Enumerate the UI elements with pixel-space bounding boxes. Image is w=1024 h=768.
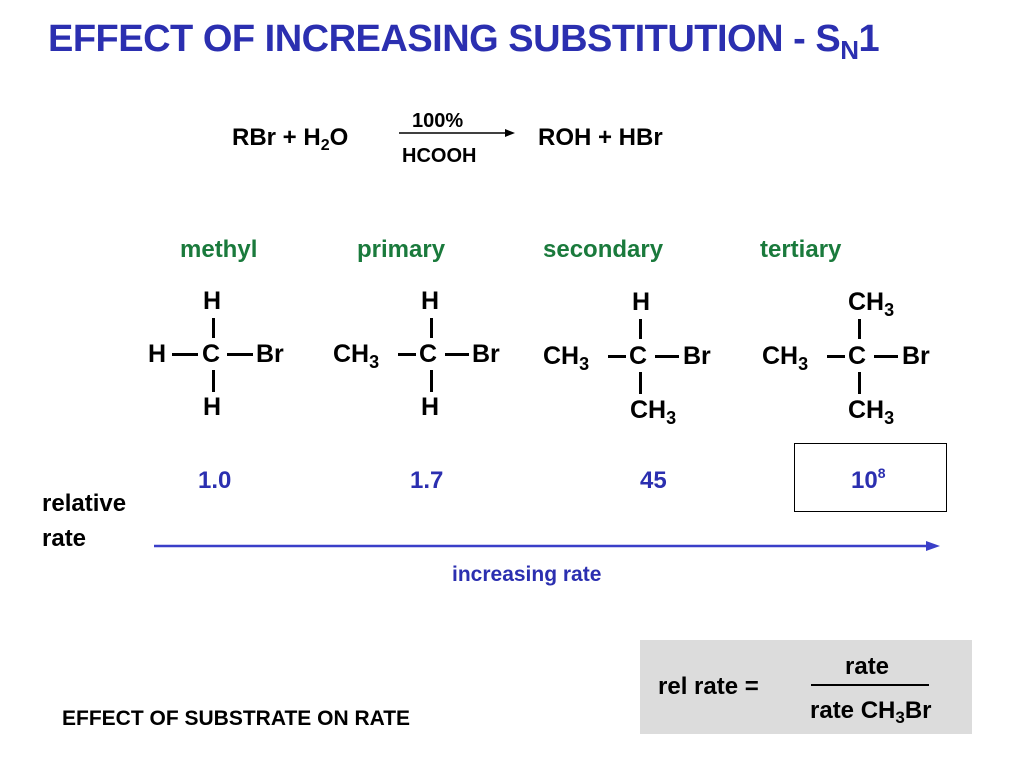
formula-box [640, 640, 972, 734]
category-secondary: secondary [543, 236, 664, 263]
tertiary-bond-right [874, 355, 898, 358]
title-tail: 1 [858, 18, 880, 60]
reactant-rbr-water: RBr + H [232, 124, 321, 151]
methyl-h-left: H [148, 340, 167, 368]
condition-below: HCOOH [402, 145, 477, 167]
rate-tertiary: 108 [851, 465, 886, 494]
primary-br: Br [472, 340, 500, 368]
primary-h-bottom: H [421, 393, 440, 421]
methyl-bond-bottom [212, 370, 215, 392]
methyl-c: C [202, 340, 221, 368]
tertiary-br: Br [902, 342, 930, 370]
methyl-h-top: H [203, 287, 222, 315]
tertiary-bond-bottom [858, 372, 861, 394]
secondary-br: Br [683, 342, 711, 370]
tertiary-bond-left [827, 355, 845, 358]
category-tertiary: tertiary [760, 236, 842, 263]
increasing-rate-label: increasing rate [452, 563, 602, 586]
primary-c: C [419, 340, 438, 368]
methyl-bond-right [227, 353, 253, 356]
rate-primary: 1.7 [410, 467, 444, 494]
fraction-bar [811, 684, 929, 686]
relative-rate-label-line1: relative [42, 490, 127, 517]
primary-bond-left [398, 353, 416, 356]
category-primary: primary [357, 236, 446, 263]
page-title: EFFECT OF INCREASING SUBSTITUTION - SN1 [48, 18, 880, 65]
primary-bond-bottom [430, 370, 433, 392]
secondary-bond-bottom [639, 372, 642, 394]
reaction-arrow [399, 129, 515, 137]
increasing-rate-arrow [154, 541, 940, 551]
methyl-bond-top [212, 318, 215, 338]
methyl-h-bottom: H [203, 393, 222, 421]
water-subscript: 2 [320, 137, 330, 154]
formula-numerator: rate [845, 653, 890, 680]
tertiary-ch3-left: CH3 [762, 342, 809, 374]
primary-h-top: H [421, 287, 440, 315]
primary-bond-top [430, 318, 433, 338]
secondary-bond-top [639, 319, 642, 339]
tertiary-bond-top [858, 319, 861, 339]
rate-secondary: 45 [640, 467, 667, 494]
tertiary-rate-box [794, 443, 947, 512]
tertiary-ch3-top: CH3 [848, 288, 895, 320]
reactants: RBr + H2O [232, 124, 349, 154]
category-methyl: methyl [180, 236, 258, 263]
primary-ch3-left: CH3 [333, 340, 380, 372]
footer-caption: EFFECT OF SUBSTRATE ON RATE [62, 707, 411, 730]
relative-rate-label-line2: rate [42, 525, 87, 552]
tertiary-ch3-bottom: CH3 [848, 396, 895, 428]
formula-lhs: rel rate = [658, 673, 759, 700]
title-text: EFFECT OF INCREASING SUBSTITUTION - S [48, 18, 841, 60]
methyl-br: Br [256, 340, 284, 368]
secondary-h-top: H [632, 288, 651, 316]
secondary-ch3-bottom: CH3 [630, 396, 677, 428]
tertiary-c: C [848, 342, 867, 370]
secondary-bond-right [655, 355, 679, 358]
products: ROH + HBr [538, 124, 663, 151]
water-oxygen: O [329, 124, 349, 151]
primary-bond-right [445, 353, 469, 356]
title-subscript: N [840, 35, 859, 65]
rate-methyl: 1.0 [198, 467, 232, 494]
formula-denominator: rate CH3Br [810, 697, 932, 727]
secondary-bond-left [608, 355, 626, 358]
condition-above: 100% [412, 110, 464, 132]
secondary-c: C [629, 342, 648, 370]
secondary-ch3-left: CH3 [543, 342, 590, 374]
methyl-bond-left [172, 353, 198, 356]
